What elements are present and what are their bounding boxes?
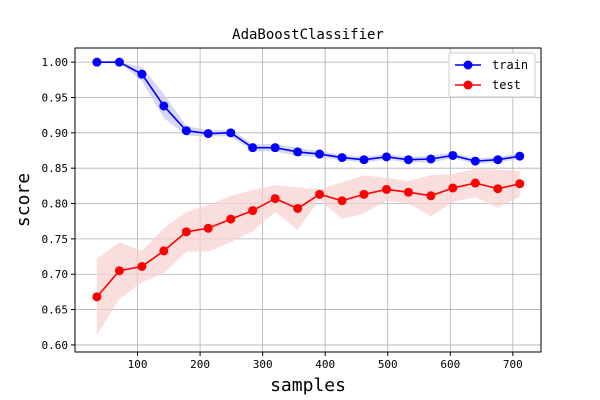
train-point — [159, 101, 169, 111]
x-tick-label: 300 — [253, 358, 273, 371]
legend-test-label: test — [492, 78, 521, 92]
test-point — [448, 183, 458, 193]
train-point — [315, 149, 325, 159]
train-point — [403, 155, 413, 165]
x-tick-label: 600 — [440, 358, 460, 371]
y-tick-label: 0.70 — [42, 268, 69, 281]
train-point — [92, 57, 102, 67]
plot-frame — [74, 47, 542, 353]
test-point — [382, 184, 392, 194]
legend-train-label: train — [492, 58, 528, 72]
y-tick-label: 0.95 — [42, 91, 69, 104]
x-tick-label: 400 — [315, 358, 335, 371]
test-point — [470, 178, 480, 188]
y-tick-label: 0.60 — [42, 339, 69, 352]
test-point — [114, 266, 124, 276]
train-point — [203, 129, 213, 139]
test-point — [426, 191, 436, 201]
y-axis-label: score — [13, 173, 34, 227]
test-point — [248, 206, 258, 216]
test-point — [493, 184, 503, 194]
train-point — [359, 155, 369, 165]
legend-train-marker — [463, 60, 473, 70]
x-tick-label: 100 — [128, 358, 148, 371]
test-confidence-band — [96, 168, 520, 336]
legend: train test — [448, 52, 536, 98]
test-point — [403, 187, 413, 197]
x-axis-ticks: 100 200 300 400 500 600 700 — [128, 352, 523, 371]
train-point — [248, 143, 258, 153]
test-point — [270, 194, 280, 204]
test-point — [315, 189, 325, 199]
train-point — [493, 155, 503, 165]
train-point — [293, 147, 303, 157]
y-tick-label: 0.90 — [42, 127, 69, 140]
series-markers — [92, 57, 525, 302]
train-point — [226, 128, 236, 138]
train-point — [337, 153, 347, 163]
train-point — [448, 150, 458, 160]
y-tick-label: 0.75 — [42, 233, 69, 246]
grid-lines — [75, 48, 541, 352]
test-point — [337, 196, 347, 206]
train-point — [515, 151, 525, 161]
train-point — [382, 152, 392, 162]
x-tick-label: 700 — [503, 358, 523, 371]
train-point — [470, 156, 480, 166]
train-point — [137, 69, 147, 79]
test-point — [92, 292, 102, 302]
y-tick-label: 0.80 — [42, 198, 69, 211]
y-tick-label: 0.85 — [42, 162, 69, 175]
test-point — [203, 223, 213, 233]
x-axis-label: samples — [270, 375, 346, 396]
test-point — [359, 189, 369, 199]
train-point — [114, 57, 124, 67]
test-point — [137, 261, 147, 271]
train-point — [270, 143, 280, 153]
x-tick-label: 500 — [378, 358, 398, 371]
test-point — [226, 214, 236, 224]
legend-test-marker — [463, 80, 473, 90]
y-tick-label: 1.00 — [42, 56, 69, 69]
test-point — [293, 203, 303, 213]
test-point — [515, 179, 525, 189]
chart-title: AdaBoostClassifier — [232, 27, 384, 43]
test-point — [159, 246, 169, 256]
train-point — [426, 154, 436, 164]
train-point — [181, 126, 191, 136]
test-point — [181, 227, 191, 237]
y-axis-ticks: 0.60 0.65 0.70 0.75 0.80 0.85 0.90 0.95 1.00 — [42, 56, 75, 352]
x-tick-label: 200 — [190, 358, 210, 371]
y-tick-label: 0.65 — [42, 304, 69, 317]
